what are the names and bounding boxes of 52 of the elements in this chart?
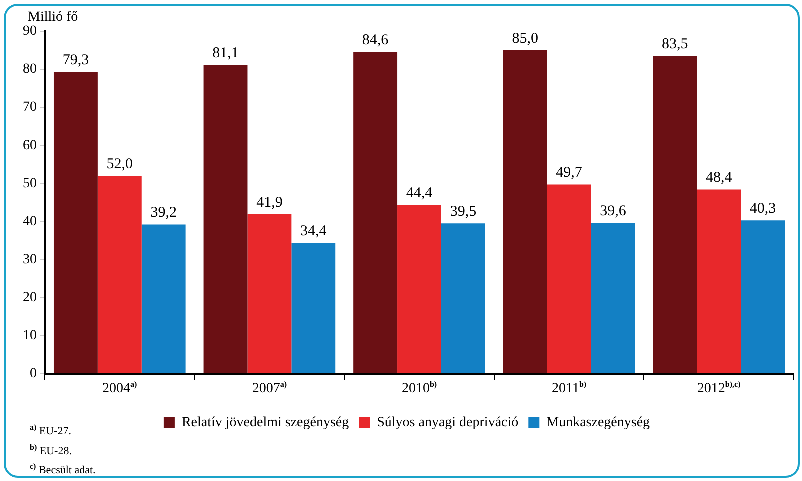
data-label: 39,5 (450, 204, 477, 220)
data-label: 44,4 (406, 185, 434, 202)
bar (441, 224, 486, 374)
x-tick-label: 2012$^{b),c)}$ (697, 380, 741, 398)
y-tick-label: 50 (23, 176, 37, 192)
bar (741, 220, 786, 374)
bar (354, 52, 398, 374)
bar (248, 214, 292, 374)
text: $^{a)}$ EU-27. (30, 422, 72, 440)
data-label: 41,9 (256, 194, 283, 211)
bar (292, 243, 336, 374)
legend-label: Súlyos anyagi depriváció (377, 416, 519, 431)
bar (98, 176, 142, 374)
bar (503, 50, 548, 374)
data-label: 39,2 (150, 205, 177, 222)
data-label: 79,3 (62, 52, 90, 69)
y-tick-label: 10 (23, 328, 37, 344)
y-tick-label: 70 (23, 100, 37, 116)
data-label: 84,6 (362, 32, 390, 48)
data-label: 83,5 (662, 36, 688, 53)
data-label: 39,6 (600, 204, 627, 220)
bar (142, 224, 186, 374)
text: $^{c)}$ Becsült adat. (30, 461, 96, 479)
bar (697, 190, 742, 374)
data-label: 40,3 (750, 201, 776, 218)
y-tick-label: 0 (30, 366, 37, 382)
data-label: 52,0 (106, 156, 134, 172)
data-label: 49,7 (556, 165, 583, 182)
bar (204, 65, 248, 374)
legend-label: Relatív jövedelmi szegénység (182, 416, 350, 431)
y-tick-label: 30 (23, 252, 37, 268)
bar (54, 72, 98, 374)
x-tick-label: 2010$^{b)}$ (402, 380, 438, 398)
data-label: 85,0 (512, 30, 538, 47)
x-tick-label: 2007$^{a)}$ (252, 380, 288, 398)
bar (547, 184, 592, 374)
legend-label: Munkaszegénység (546, 416, 650, 431)
bar (653, 56, 698, 374)
data-label: 34,4 (300, 223, 328, 240)
data-label: 48,4 (706, 170, 733, 186)
y-tick-label: 40 (23, 214, 37, 230)
y-tick-label: 20 (23, 290, 37, 306)
text: $^{b)}$ EU-28. (30, 442, 73, 460)
x-tick-label: 2004$^{a)}$ (102, 380, 138, 398)
bar (591, 223, 636, 374)
x-tick-label: 2011$^{b)}$ (552, 380, 587, 398)
y-axis-title: Millió fő (28, 10, 78, 26)
y-tick-label: 60 (23, 138, 37, 154)
y-tick-label: 80 (23, 62, 37, 78)
data-label: 81,1 (212, 46, 239, 62)
bar (398, 204, 442, 374)
y-tick-label: 90 (23, 24, 37, 40)
